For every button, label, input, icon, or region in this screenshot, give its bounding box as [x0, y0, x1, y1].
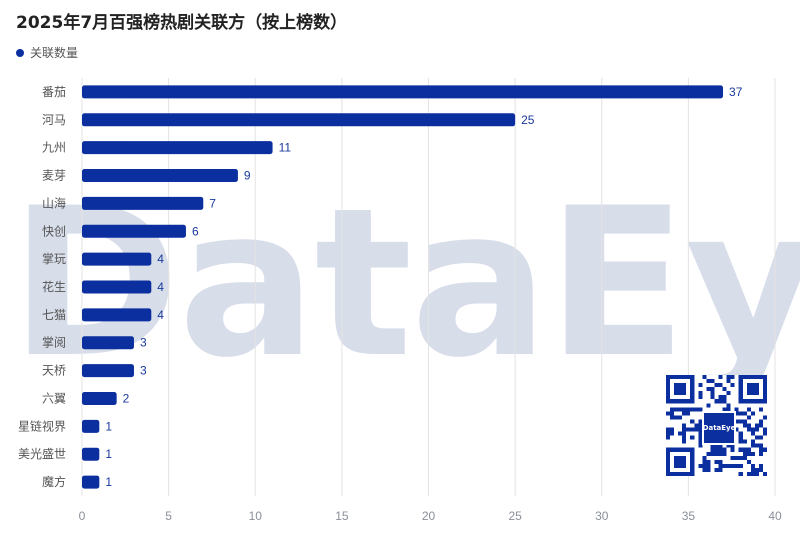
bar — [82, 475, 100, 489]
data-label: 4 — [157, 280, 164, 294]
data-label: 3 — [140, 336, 147, 350]
category-label: 麦芽 — [42, 169, 66, 183]
qr-pattern — [666, 375, 767, 476]
legend-marker — [16, 48, 24, 57]
category-label: 掌阅 — [42, 336, 66, 350]
data-label: 9 — [244, 169, 251, 183]
bar — [82, 308, 152, 322]
data-label: 7 — [209, 196, 216, 210]
category-label: 花生 — [42, 279, 66, 294]
x-tick-label: 35 — [682, 509, 696, 523]
x-tick-label: 25 — [508, 509, 522, 523]
data-label: 4 — [157, 252, 164, 266]
category-label: 河马 — [42, 113, 66, 127]
bar — [82, 280, 152, 294]
category-label: 快创 — [42, 224, 66, 238]
x-tick-label: 10 — [249, 509, 263, 523]
bar — [82, 113, 516, 127]
bar — [82, 141, 273, 155]
x-tick-label: 30 — [595, 509, 609, 523]
category-label: 美光盛世 — [18, 446, 66, 461]
x-tick-label: 40 — [768, 509, 782, 523]
qr-logo: DataEye — [702, 411, 736, 445]
x-tick-label: 0 — [79, 509, 86, 523]
data-label: 4 — [157, 308, 164, 322]
category-label: 七猫 — [42, 308, 66, 322]
bar — [82, 447, 100, 461]
data-label: 37 — [729, 85, 743, 99]
bar — [82, 252, 152, 266]
bar — [82, 391, 117, 405]
legend-label: 关联数量 — [30, 46, 79, 60]
x-tick-label: 5 — [165, 509, 172, 523]
qr-code: DataEye — [666, 375, 767, 476]
category-label: 九州 — [42, 141, 66, 155]
bar — [82, 196, 204, 210]
x-tick-label: 20 — [422, 509, 436, 523]
bar — [82, 364, 134, 378]
bar — [82, 85, 724, 99]
x-tick-label: 15 — [335, 509, 349, 523]
category-label: 掌玩 — [42, 252, 66, 266]
legend[interactable]: 关联数量 — [16, 44, 78, 61]
category-label: 星链视界 — [18, 418, 66, 433]
bar — [82, 336, 134, 350]
data-label: 11 — [279, 141, 292, 155]
data-label: 1 — [105, 419, 112, 433]
bar — [82, 419, 100, 433]
data-label: 2 — [123, 391, 130, 405]
data-label: 6 — [192, 224, 199, 238]
bar — [82, 224, 186, 238]
category-label: 番茄 — [42, 85, 66, 99]
data-label: 1 — [105, 475, 112, 489]
bar — [82, 169, 238, 183]
data-label: 25 — [521, 113, 535, 127]
category-label: 山海 — [42, 195, 66, 210]
data-label: 1 — [105, 447, 112, 461]
data-label: 3 — [140, 364, 147, 378]
category-label: 天桥 — [42, 364, 66, 378]
category-label: 六翼 — [42, 391, 66, 405]
chart-title: 2025年7月百强榜热剧关联方（按上榜数） — [16, 13, 348, 33]
category-label: 魔方 — [42, 474, 66, 489]
